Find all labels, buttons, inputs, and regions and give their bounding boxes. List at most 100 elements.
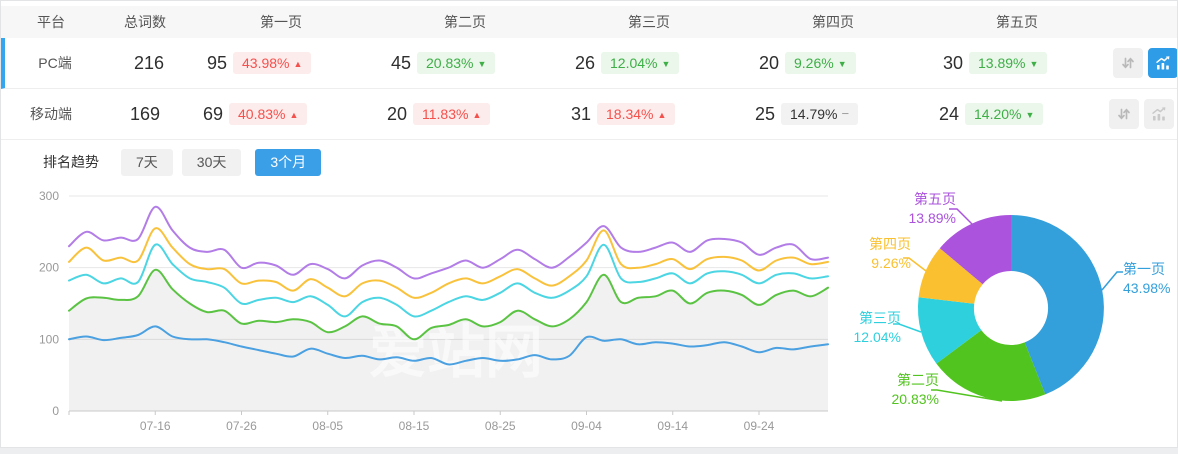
row-actions [1113, 48, 1177, 78]
pie-slice-第四页[interactable] [918, 248, 983, 304]
pie-label-第一页: 第一页 43.98% [1123, 260, 1170, 298]
platform-label: 移动端 [30, 106, 72, 122]
pie-label-pct: 12.04% [853, 329, 901, 345]
bar-2 [1157, 114, 1161, 121]
change-badge: 18.34% ▲ [597, 103, 676, 125]
trend-chart-icon-svg [1152, 107, 1166, 121]
line-series-第三页 [68, 243, 829, 318]
pie-label-name: 第三页 [859, 310, 901, 326]
bar-2 [1161, 63, 1165, 70]
page-5-cell: 30 13.89% ▼ [929, 52, 1113, 74]
sort-icon [1122, 57, 1134, 69]
pie-label-pct: 9.26% [871, 255, 911, 271]
page-3-cell: 31 18.34% ▲ [557, 103, 741, 125]
column-header-2: 第一页 [260, 14, 302, 30]
pie-label-name: 第五页 [914, 191, 956, 207]
pie-slice-第三页[interactable] [917, 297, 982, 364]
trend-chart-icon [1156, 56, 1170, 70]
pie-label-pct: 43.98% [1123, 280, 1171, 296]
table-header: 平台 总词数 第一页 第二页 第三页 第四页 第五页 [1, 6, 1177, 38]
arrow-down-icon: ▼ [661, 59, 671, 69]
arrow-down-icon: ▼ [477, 59, 487, 69]
x-tick-label-08-15: 08-15 [399, 419, 430, 433]
arrow-up-icon: ▲ [293, 59, 303, 69]
bar-3 [1162, 116, 1165, 121]
pie-label-第三页: 第三页 12.04% [854, 309, 901, 347]
sort-icon-svg [1118, 108, 1130, 120]
pie-slice-第二页[interactable] [936, 330, 1046, 401]
pie-slice-第五页[interactable] [939, 215, 1011, 285]
change-badge: 20.83% ▼ [417, 52, 496, 74]
trend-arrow-head [1165, 56, 1170, 60]
y-tick-label-0: 0 [52, 404, 59, 418]
pie-label-第二页: 第二页 20.83% [892, 371, 939, 409]
pie-callout-第五页 [949, 208, 973, 225]
page-1-cell: 69 40.83% ▲ [189, 103, 373, 125]
pie-label-name: 第二页 [897, 372, 939, 388]
trend-chart-button[interactable] [1148, 48, 1177, 78]
charts-section: 爱站网 07-16 07-26 08-05 08-15 08-25 09-04 09-14 09… [1, 184, 1177, 447]
pie-label-pct: 20.83% [891, 391, 939, 407]
trend-title: 排名趋势 [43, 154, 99, 170]
y-tick-label-100: 100 [39, 332, 59, 346]
change-badge: 14.20% ▼ [965, 103, 1044, 125]
page-count: 24 [938, 103, 959, 124]
trend-range-tabs: 7天 30天 3个月 [121, 148, 330, 176]
platform-label: PC端 [38, 55, 72, 71]
table-body: PC端 216 95 43.98% ▲ 45 20.83% ▼ 26 12.04% ▼ 20 9.26%… [1, 38, 1177, 140]
page-count: 69 [202, 103, 223, 124]
trend-line-chart: 爱站网 07-16 07-26 08-05 08-15 08-25 09-04 09-14 09… [1, 184, 841, 447]
tab-7天[interactable]: 7天 [121, 148, 173, 176]
column-header-3: 第二页 [444, 14, 486, 30]
page-count: 20 [758, 52, 779, 73]
page-count: 26 [574, 52, 595, 73]
pie-callout-第四页 [903, 257, 927, 272]
line-series-第五页 [68, 205, 829, 280]
page-count: 31 [570, 103, 591, 124]
page-4-cell: 20 9.26% ▼ [745, 52, 929, 74]
pie-slice-第一页[interactable] [1011, 215, 1104, 395]
column-header-4: 第三页 [628, 14, 670, 30]
page-count: 95 [206, 52, 227, 73]
sort-up-head [1123, 108, 1130, 114]
x-tick-label-09-24: 09-24 [744, 419, 775, 433]
change-badge: 9.26% ▼ [785, 52, 856, 74]
tab-3个月[interactable]: 3个月 [255, 148, 322, 176]
trend-chart-button[interactable] [1144, 99, 1174, 129]
column-header-0: 平台 [37, 14, 65, 30]
pie-label-pct: 13.89% [908, 210, 956, 226]
trend-arrow-head [1161, 107, 1166, 111]
table-row-PC端[interactable]: PC端 216 95 43.98% ▲ 45 20.83% ▼ 26 12.04% ▼ 20 9.26%… [1, 38, 1177, 89]
trend-chart-icon-svg [1156, 56, 1170, 70]
row-actions [1109, 99, 1177, 129]
trend-arrow-line [1156, 56, 1169, 63]
page-count: 30 [942, 52, 963, 73]
pie-callout-第三页 [893, 323, 922, 333]
page-2-cell: 20 11.83% ▲ [373, 103, 557, 125]
pie-callout-第二页 [931, 389, 1003, 402]
y-tick-label-200: 200 [39, 261, 59, 275]
change-badge: 12.04% ▼ [601, 52, 680, 74]
y-tick-label-300: 300 [39, 189, 59, 203]
pie-label-第四页: 第四页 9.26% [869, 235, 911, 273]
line-series-第四页 [68, 227, 829, 299]
sort-button[interactable] [1109, 99, 1139, 129]
page-1-cell: 95 43.98% ▲ [193, 52, 377, 74]
line-series-第二页 [68, 268, 829, 341]
trend-toolbar: 排名趋势 7天 30天 3个月 [1, 140, 1177, 184]
page-4-cell: 25 14.79% − [741, 103, 925, 125]
change-badge: 14.79% − [781, 103, 859, 125]
change-badge: 40.83% ▲ [229, 103, 308, 125]
change-badge: 13.89% ▼ [969, 52, 1048, 74]
trend-arrow-line [1152, 107, 1165, 114]
arrow-down-icon: ▼ [1029, 59, 1039, 69]
tab-30天[interactable]: 30天 [181, 148, 242, 176]
page-3-cell: 26 12.04% ▼ [561, 52, 745, 74]
x-tick-label-08-25: 08-25 [485, 419, 516, 433]
total-words-value: 216 [133, 52, 165, 73]
pie-label-name: 第四页 [869, 236, 911, 252]
table-row-移动端[interactable]: 移动端 169 69 40.83% ▲ 20 11.83% ▲ 31 18.34% ▲ 25 14.79… [1, 89, 1177, 140]
arrow-up-icon: ▲ [472, 110, 482, 120]
trend-line-chart-svg: 爱站网 07-16 07-26 08-05 08-15 08-25 09-04 09-14 09… [39, 189, 829, 433]
sort-button[interactable] [1113, 48, 1143, 78]
